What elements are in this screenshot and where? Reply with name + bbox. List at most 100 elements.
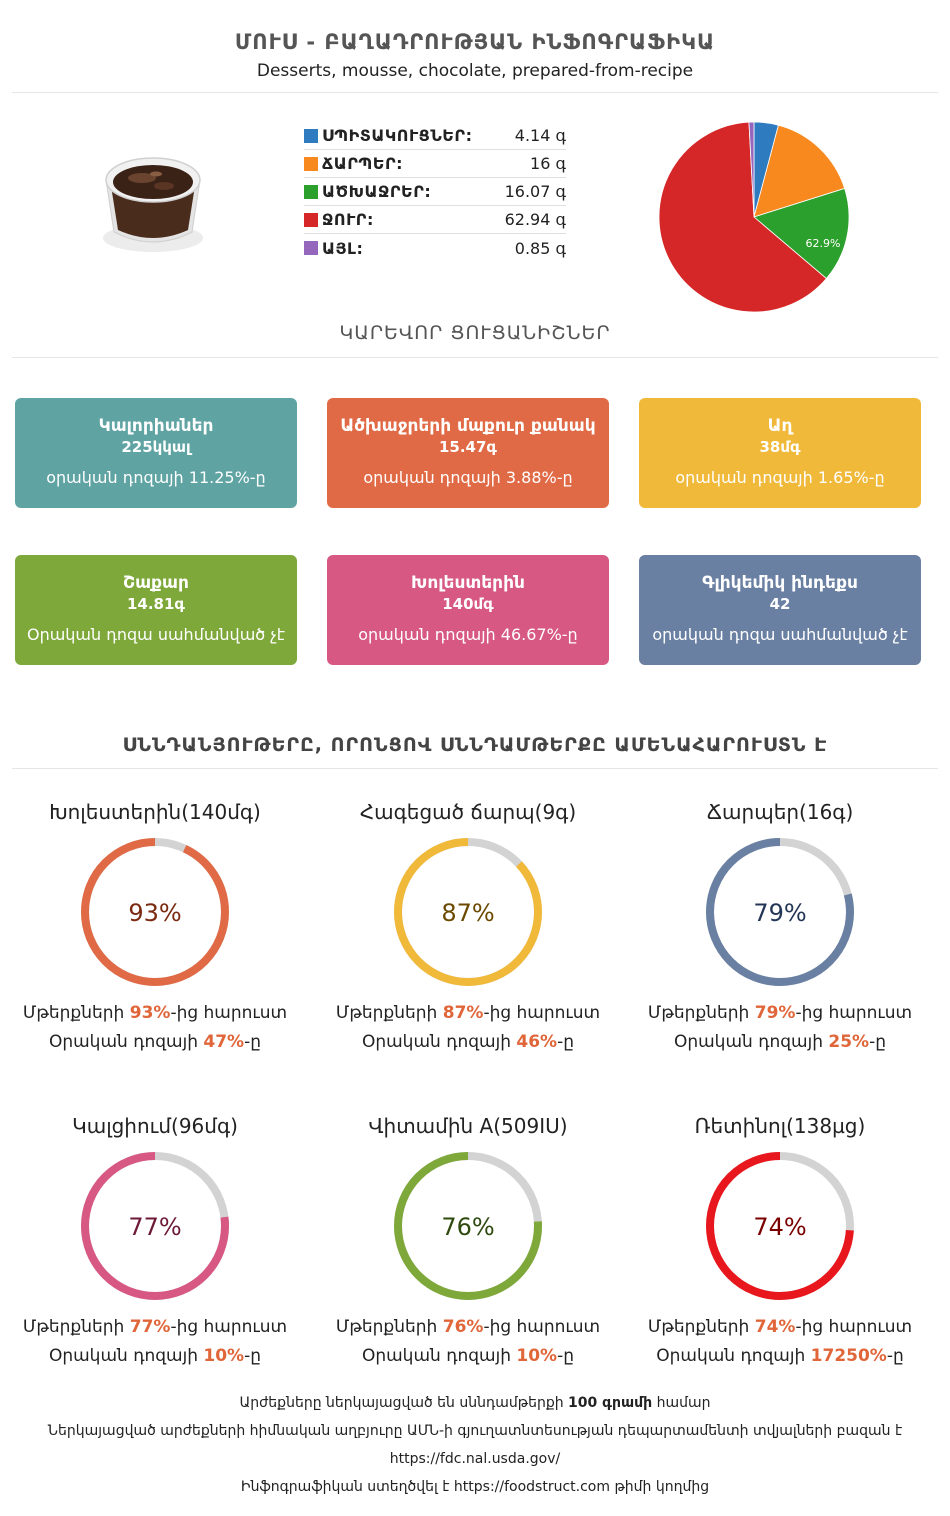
ring-richer-line: Մթերքների 79%-ից հարուստ <box>647 1003 913 1023</box>
macro-value: 62.94 գ <box>504 210 566 229</box>
nutrient-ring-block: Ռետինոլ(138µg) 74% Մթերքների 74%-ից հարուս… <box>630 1112 930 1370</box>
card-value: 15.47գ <box>438 438 497 456</box>
ring-progress <box>81 838 229 986</box>
ring-richer-line: Մթերքների 77%-ից հարուստ <box>22 1317 288 1337</box>
legend-swatch <box>304 128 318 143</box>
macro-table: ՍՊԻՏԱԿՈՒՑՆԵՐ: 4.14 գ ՃԱՐՊԵՐ: 16 գ ԱԾԽԱՋՐԵՐ: 1… <box>304 122 566 262</box>
indicator-card: Խոլեստերին 140մգ օրական դոզայի 46.67%-ը <box>327 555 609 665</box>
macro-row: ՃԱՐՊԵՐ: 16 գ <box>304 150 566 178</box>
ring-percent: 87% <box>441 899 494 927</box>
macro-value: 16.07 գ <box>504 182 566 201</box>
card-value: 14.81գ <box>126 595 185 613</box>
ring-daily-line: Օրական դոզայի 25%-ը <box>673 1032 887 1052</box>
card-title: Խոլեստերին <box>411 573 525 593</box>
card-title: Ածխաջրերի մաքուր քանակ <box>340 416 596 436</box>
ring-daily-line: Օրական դոզայի 10%-ը <box>361 1346 575 1366</box>
ring-richer-line: Մթերքների 74%-ից հարուստ <box>647 1317 913 1337</box>
rich-nutrients-title: ՍՆՆԴԱՆՅՈՒԹԵՐԸ, ՈՐՈՆՑՈՎ ՍՆՆԴԱՄԹԵՐՔԸ ԱՄԵՆԱ… <box>122 734 828 756</box>
card-title: Աղ <box>767 416 793 436</box>
ring-progress <box>706 838 854 986</box>
footer-line-1: Արժեքները ներկայացված են սննդամթերքի 100… <box>239 1395 711 1411</box>
ring-daily-line: Օրական դոզայի 10%-ը <box>48 1346 262 1366</box>
nutrient-ring-block: Ճարպեր(16գ) 79% Մթերքների 79%-ից հարուստ Օր… <box>630 798 930 1056</box>
macro-value: 16 գ <box>530 154 566 173</box>
ring-percent: 79% <box>753 899 806 927</box>
card-value: 42 <box>769 595 791 613</box>
macro-label: ՋՈՒՐ: <box>322 210 374 229</box>
card-value: 38մգ <box>759 438 801 456</box>
legend-swatch <box>304 156 318 171</box>
ring-richer-line: Մթերքների 87%-ից հարուստ <box>335 1003 601 1023</box>
card-note: օրական դոզայի 3.88%-ը <box>363 468 573 487</box>
pie-label: 62.9% <box>806 237 841 250</box>
ring-richer-line: Մթերքների 76%-ից հարուստ <box>335 1317 601 1337</box>
ring-progress <box>706 1152 854 1300</box>
divider <box>12 357 938 358</box>
ring-progress <box>81 1152 229 1300</box>
ring-daily-line: Օրական դոզայի 47%-ը <box>48 1032 262 1052</box>
divider <box>12 768 938 769</box>
macro-row: ՍՊԻՏԱԿՈՒՑՆԵՐ: 4.14 գ <box>304 122 566 150</box>
card-note: Օրական դոզա սահմանված չէ <box>26 625 286 644</box>
ring-title: Վիտամին A(509IU) <box>368 1114 568 1138</box>
macro-value: 0.85 գ <box>514 238 566 258</box>
ring-percent: 93% <box>128 899 181 927</box>
pie-slice-carbs <box>753 187 850 280</box>
ring-percent: 76% <box>441 1213 494 1241</box>
ring-title: Կալցիում(96մգ) <box>72 1114 238 1138</box>
footer-line-2: Ներկայացված արժեքների հիմնական աղբյուրը … <box>47 1423 903 1439</box>
divider <box>12 92 938 93</box>
ring-chart: 76% <box>394 1152 542 1300</box>
ring-percent: 77% <box>128 1213 181 1241</box>
card-value: 225կկալ <box>121 438 191 456</box>
ring-richer-line: Մթերքների 93%-ից հարուստ <box>22 1003 288 1023</box>
card-note: օրական դոզայի 11.25%-ը <box>46 468 266 487</box>
pie-slice-fat <box>753 124 846 218</box>
ring-chart: 93% <box>81 838 229 986</box>
ring-title: Ռետինոլ(138µg) <box>694 1114 866 1138</box>
product-image <box>103 157 203 252</box>
ring-progress <box>394 838 542 986</box>
macro-row: ԱԾԽԱՋՐԵՐ: 16.07 գ <box>304 178 566 206</box>
macro-row: ՋՈՒՐ: 62.94 գ <box>304 206 566 234</box>
legend-swatch <box>304 184 318 199</box>
ring-title: Խոլեստերին(140մգ) <box>49 800 261 824</box>
macro-row: ԱՅԼ: 0.85 գ <box>304 234 566 262</box>
macro-label: ԱԾԽԱՋՐԵՐ: <box>322 182 432 201</box>
card-note: օրական դոզա սահմանված չէ <box>652 625 908 644</box>
indicator-card: Կալորիաներ 225կկալ օրական դոզայի 11.25%-ը <box>15 398 297 508</box>
ring-chart: 87% <box>394 838 542 986</box>
key-indicators-title: ԿԱՐԵՎՈՐ ՑՈՒՑԱՆԻՇՆԵՐ <box>339 322 611 344</box>
pie-slice-other <box>748 121 755 218</box>
indicator-card: Ածխաջրերի մաքուր քանակ 15.47գ օրական դոզայ… <box>327 398 609 508</box>
indicator-card: Աղ 38մգ օրական դոզայի 1.65%-ը <box>639 398 921 508</box>
ring-daily-line: Օրական դոզայի 17250%-ը <box>656 1346 904 1366</box>
ring-title: Ճարպեր(16գ) <box>706 800 854 824</box>
card-note: օրական դոզայի 46.67%-ը <box>358 625 578 644</box>
ring-chart: 74% <box>706 1152 854 1300</box>
pie-slice-water <box>658 121 827 313</box>
macro-label: ԱՅԼ: <box>322 238 364 258</box>
nutrient-ring-block: Կալցիում(96մգ) 77% Մթերքների 77%-ից հարուս… <box>5 1112 305 1370</box>
macro-value: 4.14 գ <box>514 126 566 145</box>
footer-source-link[interactable]: https://fdc.nal.usda.gov/ <box>389 1451 561 1467</box>
macro-label: ՍՊԻՏԱԿՈՒՑՆԵՐ: <box>322 126 473 145</box>
card-title: Կալորիաներ <box>98 416 214 436</box>
ring-progress <box>394 1152 542 1300</box>
page-title: ՄՈՒՍ - ԲԱՂԱԴՐՈՒԹՅԱՆ ԻՆՖՈԳՐԱՖԻԿԱ <box>234 30 716 54</box>
nutrient-ring-block: Խոլեստերին(140մգ) 93% Մթերքների 93%-ից հար… <box>5 798 305 1056</box>
ring-percent: 74% <box>753 1213 806 1241</box>
macro-pie-chart: 16.0%16.1%62.9% <box>658 121 850 313</box>
footer-line-4: Ինֆոգրաֆիկան ստեղծվել է https://foodstru… <box>240 1479 710 1495</box>
card-title: Գլիկեմիկ ինդեքս <box>702 573 858 593</box>
macro-label: ՃԱՐՊԵՐ: <box>322 154 404 173</box>
ring-chart: 77% <box>81 1152 229 1300</box>
ring-daily-line: Օրական դոզայի 46%-ը <box>361 1032 575 1052</box>
indicator-card: Շաքար 14.81գ Օրական դոզա սահմանված չէ <box>15 555 297 665</box>
ring-title: Հագեցած ճարպ(9գ) <box>359 800 577 824</box>
footer-site-link[interactable]: https://foodstruct.com <box>453 1479 610 1495</box>
page-subtitle: Desserts, mousse, chocolate, prepared-fr… <box>256 61 694 81</box>
card-title: Շաքար <box>123 573 189 593</box>
ring-chart: 79% <box>706 838 854 986</box>
card-note: օրական դոզայի 1.65%-ը <box>675 468 885 487</box>
